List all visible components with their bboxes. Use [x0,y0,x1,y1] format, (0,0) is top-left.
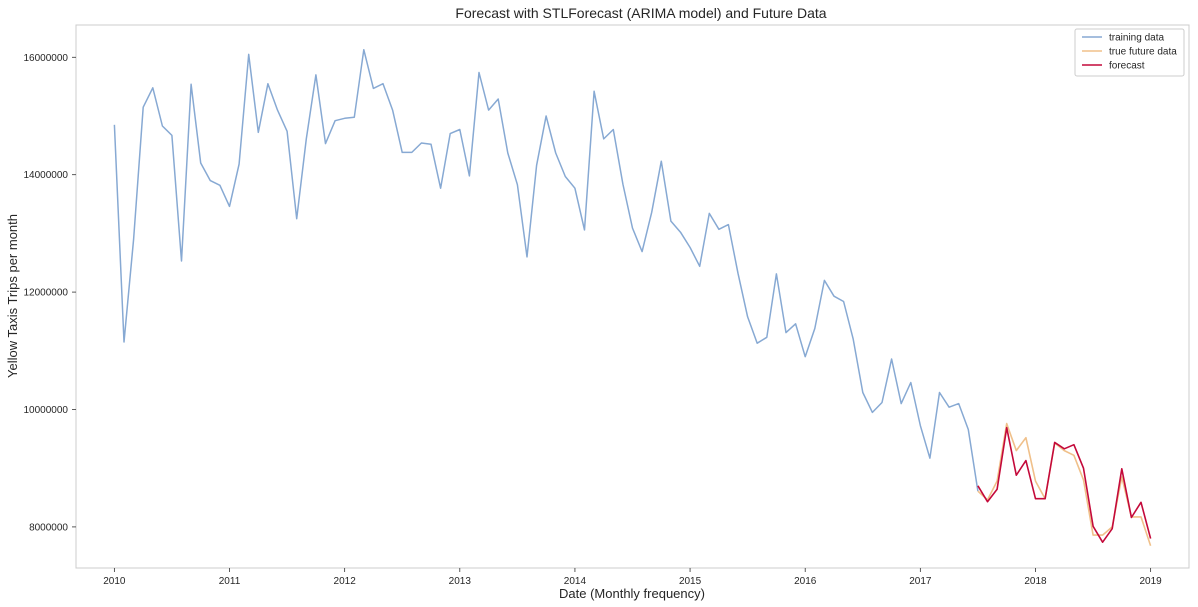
x-tick-label: 2015 [679,576,702,587]
y-tick-label: 14000000 [24,170,69,181]
x-tick-label: 2010 [103,576,126,587]
x-tick-label: 2013 [449,576,472,587]
x-tick-label: 2017 [909,576,932,587]
x-tick-label: 2018 [1024,576,1047,587]
x-tick-label: 2011 [219,576,241,587]
x-axis-ticks: 2010 2011 2012 2013 2014 2015 2016 2017 2018 2019 [103,568,1162,587]
x-tick-label: 2016 [794,576,817,587]
legend-label: forecast [1109,61,1145,72]
y-tick-label: 8000000 [29,522,68,533]
legend-label: true future data [1109,47,1177,58]
series-line-training-data [113,48,979,492]
series-line-forecast [977,426,1152,544]
y-tick-label: 12000000 [24,288,69,299]
x-axis-label: Date (Monthly frequency) [559,586,705,601]
series-line-true-future-data [977,422,1152,546]
series-layer [113,48,1152,546]
x-tick-label: 2019 [1139,576,1162,587]
x-tick-label: 2012 [334,576,357,587]
legend-label: training data [1109,33,1164,44]
y-tick-label: 10000000 [24,405,69,416]
y-axis-ticks: 8000000 10000000 12000000 14000000 16000000 [24,53,76,533]
chart-title: Forecast with STLForecast (ARIMA model) … [455,5,826,21]
y-tick-label: 16000000 [24,53,69,64]
x-tick-label: 2014 [564,576,587,587]
legend: training data true future data forecast [1074,28,1185,77]
y-axis-label: Yellow Taxis Trips per month [5,214,20,378]
plot-area [75,24,1190,569]
legend-box [1074,28,1185,77]
